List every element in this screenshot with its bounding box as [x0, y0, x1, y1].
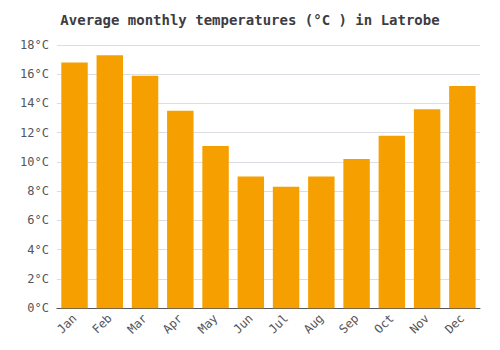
svg-text:Apr: Apr	[160, 311, 185, 336]
svg-text:18°C: 18°C	[20, 38, 49, 52]
svg-text:Jan: Jan	[54, 311, 79, 336]
svg-text:Nov: Nov	[407, 311, 432, 336]
svg-text:10°C: 10°C	[20, 155, 49, 169]
svg-text:16°C: 16°C	[20, 67, 49, 81]
svg-text:4°C: 4°C	[27, 243, 49, 257]
svg-text:Mar: Mar	[125, 311, 150, 336]
svg-text:8°C: 8°C	[27, 184, 49, 198]
svg-text:Oct: Oct	[372, 311, 397, 336]
svg-text:Dec: Dec	[442, 311, 467, 336]
svg-text:2°C: 2°C	[27, 272, 49, 286]
svg-text:Aug: Aug	[301, 311, 326, 336]
svg-text:Sep: Sep	[336, 311, 361, 336]
svg-text:May: May	[195, 311, 220, 336]
svg-text:Feb: Feb	[90, 311, 115, 336]
svg-text:Jul: Jul	[266, 311, 291, 336]
svg-text:14°C: 14°C	[20, 96, 49, 110]
svg-text:Jun: Jun	[231, 311, 256, 336]
svg-text:6°C: 6°C	[27, 213, 49, 227]
svg-text:12°C: 12°C	[20, 126, 49, 140]
svg-text:0°C: 0°C	[27, 301, 49, 315]
svg-text:Average monthly temperatures (: Average monthly temperatures (°C ) in La…	[60, 12, 439, 28]
